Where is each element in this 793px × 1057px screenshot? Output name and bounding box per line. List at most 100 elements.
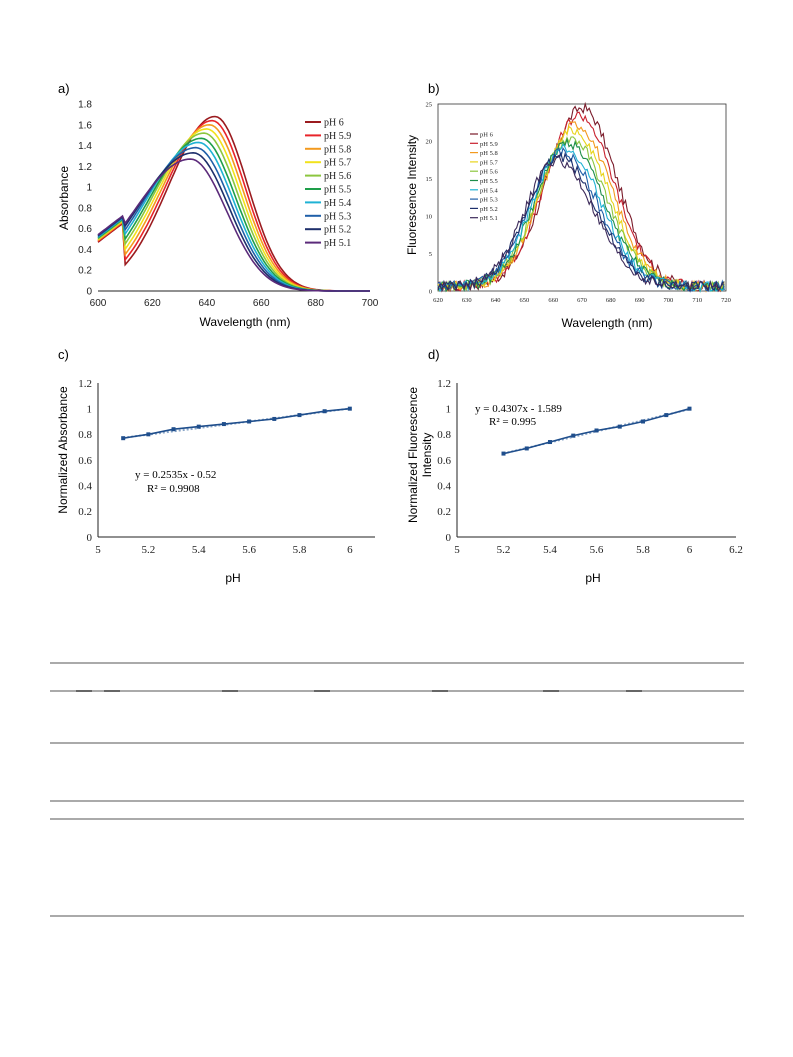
chart-b-xlabel: Wavelength (nm) xyxy=(562,316,653,330)
x-tick-label: 5.4 xyxy=(543,544,557,556)
series-line-pH-5.1 xyxy=(437,154,725,293)
y-tick-label: 0.2 xyxy=(437,506,451,518)
x-tick-label: 5.6 xyxy=(590,544,604,556)
legend-label: pH 5.2 xyxy=(324,225,351,236)
legend-label: pH 5.4 xyxy=(480,187,498,194)
y-tick-label: 1.6 xyxy=(78,120,92,131)
x-tick-label: 5.2 xyxy=(141,544,155,556)
data-point xyxy=(297,413,302,418)
data-point xyxy=(594,428,599,433)
data-point xyxy=(221,422,226,427)
data-line xyxy=(123,407,350,439)
x-tick-label: 630 xyxy=(462,297,472,304)
y-tick-label: 0.2 xyxy=(78,266,92,277)
normalized-fluorescence-chart: 0 0.2 0.4 0.6 0.8 1 1.2 5 5.2 5.4 5.6 5.8 6 6.2 xyxy=(437,378,743,556)
data-point xyxy=(347,406,352,411)
legend-label: pH 5.8 xyxy=(324,144,351,155)
x-tick-label: 720 xyxy=(721,297,731,304)
normalized-absorbance-chart: 0 0.2 0.4 0.6 0.8 1 1.2 5 5.2 5.4 5.6 5.8 6 xyxy=(78,378,375,556)
y-tick-label: 1.2 xyxy=(78,162,92,173)
y-tick-label: 0.4 xyxy=(78,481,92,493)
data-point xyxy=(121,436,126,441)
y-tick-label: 0.6 xyxy=(437,455,451,467)
legend-label: pH 6 xyxy=(324,118,344,129)
x-tick-label: 5.8 xyxy=(636,544,650,556)
absorbance-chart: 0 0.2 0.4 0.6 0.8 1 1.2 1.4 1.6 1.8 600 620 640 660 68… xyxy=(78,100,379,310)
y-tick-label: 1.2 xyxy=(437,378,451,390)
empty-table xyxy=(50,662,744,917)
x-tick-label: 6 xyxy=(347,544,353,556)
data-point xyxy=(664,413,669,418)
legend-label: pH 5.7 xyxy=(480,159,498,166)
fluorescence-chart: 0 5 10 15 20 25 620 630 640 650 660 670 680 690 700 710… xyxy=(426,101,731,304)
legend-label: pH 5.1 xyxy=(324,238,351,249)
x-tick-label: 6 xyxy=(687,544,693,556)
x-tick-label: 620 xyxy=(433,297,443,304)
y-tick-label: 0.6 xyxy=(78,224,92,235)
chart-d-ylabel-line2: Intensity xyxy=(420,433,434,478)
y-tick-label: 20 xyxy=(426,139,433,146)
chart-c-xlabel: pH xyxy=(225,571,240,585)
y-tick-label: 0 xyxy=(446,532,452,544)
data-point xyxy=(501,451,506,456)
panel-label-b: b) xyxy=(428,81,440,96)
x-tick-label: 5.2 xyxy=(497,544,511,556)
legend-label: pH 5.6 xyxy=(480,169,498,176)
y-tick-label: 0.8 xyxy=(437,429,451,441)
legend-label: pH 5.8 xyxy=(480,150,498,157)
x-tick-label: 710 xyxy=(692,297,702,304)
x-tick-label: 5 xyxy=(454,544,460,556)
chart-c-equation: y = 0.2535x - 0.52 xyxy=(135,469,216,481)
y-tick-label: 0.2 xyxy=(78,506,92,518)
chart-d-equation: y = 0.4307x - 1.589 xyxy=(475,403,562,415)
plot-frame xyxy=(437,103,727,292)
data-point xyxy=(171,427,176,432)
legend-label: pH 5.4 xyxy=(324,198,351,209)
panel-label-a: a) xyxy=(58,81,70,96)
chart-d-xlabel: pH xyxy=(585,571,600,585)
chart-a-ylabel: Absorbance xyxy=(57,166,71,230)
data-point xyxy=(687,406,692,411)
data-point xyxy=(322,409,327,414)
x-tick-label: 660 xyxy=(253,298,270,309)
y-tick-label: 0.8 xyxy=(78,203,92,214)
x-tick-label: 650 xyxy=(520,297,530,304)
x-tick-label: 6.2 xyxy=(729,544,743,556)
y-tick-label: 0.8 xyxy=(78,429,92,441)
y-tick-label: 1 xyxy=(87,404,93,416)
legend-label: pH 6 xyxy=(480,132,494,139)
y-tick-label: 1 xyxy=(86,183,92,194)
x-tick-label: 680 xyxy=(307,298,324,309)
x-tick-label: 690 xyxy=(635,297,645,304)
x-tick-label: 600 xyxy=(90,298,107,309)
x-tick-label: 5.4 xyxy=(192,544,206,556)
y-tick-label: 1.4 xyxy=(78,141,92,152)
y-tick-label: 0.4 xyxy=(78,245,92,256)
y-tick-label: 10 xyxy=(426,213,433,220)
panel-label-c: c) xyxy=(58,347,69,362)
legend-label: pH 5.9 xyxy=(480,141,498,148)
data-point xyxy=(247,419,252,424)
x-tick-label: 5.8 xyxy=(293,544,307,556)
data-point xyxy=(146,432,151,437)
x-tick-label: 5 xyxy=(95,544,101,556)
series-line-pH-5.2 xyxy=(437,151,725,293)
data-point xyxy=(272,416,277,421)
y-tick-label: 0.6 xyxy=(78,455,92,467)
x-tick-label: 5.6 xyxy=(242,544,256,556)
legend-label: pH 5.2 xyxy=(480,206,498,213)
chart-d-ylabel-line1: Normalized Fluorescence xyxy=(406,387,420,523)
series-line-pH-5.1 xyxy=(97,158,370,292)
chart-c-r2: R² = 0.9908 xyxy=(147,483,200,495)
x-tick-label: 700 xyxy=(664,297,674,304)
chart-d-r2: R² = 0.995 xyxy=(489,416,537,428)
chart-b-ylabel: Fluorescence Intensity xyxy=(405,135,419,255)
data-point xyxy=(196,424,201,429)
data-point xyxy=(617,424,622,429)
y-tick-label: 5 xyxy=(429,251,432,258)
x-tick-label: 640 xyxy=(491,297,501,304)
legend-label: pH 5.3 xyxy=(324,211,351,222)
y-tick-label: 15 xyxy=(426,176,433,183)
x-tick-label: 700 xyxy=(362,298,379,309)
